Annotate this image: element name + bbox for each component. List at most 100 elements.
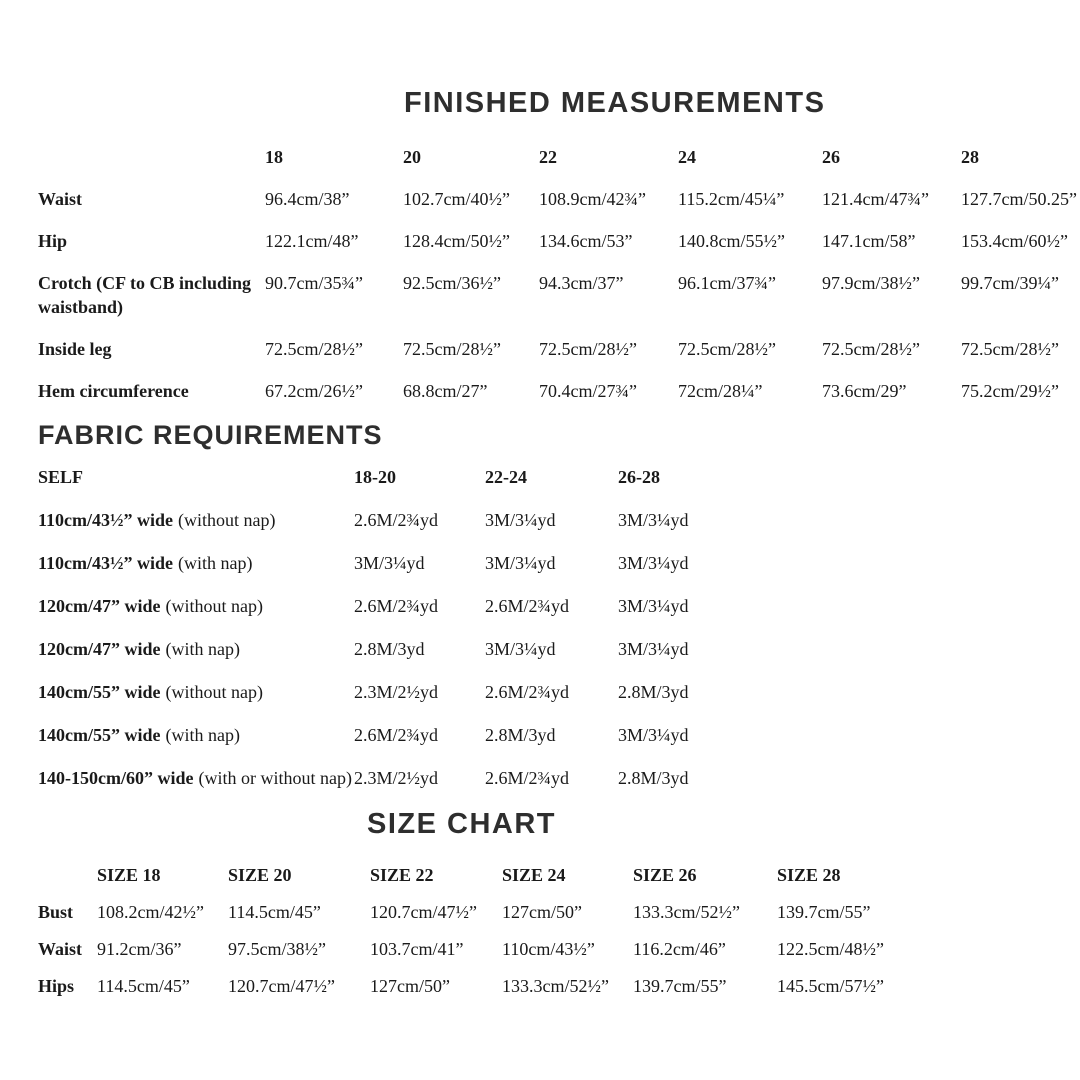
row-label: 120cm/47” wide (with nap) xyxy=(38,637,354,661)
fabric-width-label: 140cm/55” wide xyxy=(38,682,161,702)
nap-note: (with nap) xyxy=(178,553,253,573)
yardage-value: 2.3M/2½yd xyxy=(354,682,439,702)
yardage-value: 3M/3¼yd xyxy=(618,639,689,659)
measurement-value: 108.2cm/42½” xyxy=(97,902,204,922)
nap-note: (with or without nap) xyxy=(198,768,352,788)
table-row: Hips 114.5cm/45” 120.7cm/47½” 127cm/50” 133.… xyxy=(38,974,1070,998)
column-header: SIZE 24 xyxy=(502,865,566,885)
measurement-value: 72.5cm/28½” xyxy=(265,339,363,359)
yardage-value: 3M/3¼yd xyxy=(485,553,556,573)
yardage-value: 3M/3¼yd xyxy=(618,596,689,616)
row-label: Crotch (CF to CB including waistband) xyxy=(38,273,252,317)
measurement-value: 122.5cm/48½” xyxy=(777,939,884,959)
yardage-value: 2.6M/2¾yd xyxy=(354,596,439,616)
table-row: Waist 91.2cm/36” 97.5cm/38½” 103.7cm/41” 110… xyxy=(38,937,1070,961)
finished-measurements-section: FINISHED MEASUREMENTS 18 20 22 24 26 28 Waist 9… xyxy=(38,88,1077,403)
row-label: 110cm/43½” wide (with nap) xyxy=(38,551,354,575)
yardage-value: 2.6M/2¾yd xyxy=(485,596,570,616)
yardage-value: 2.8M/3yd xyxy=(485,725,556,745)
measurement-value: 96.1cm/37¾” xyxy=(678,273,776,293)
measurement-value: 127.7cm/50.25” xyxy=(961,189,1077,209)
fabric-width-label: 120cm/47” wide xyxy=(38,639,161,659)
table-row: 140cm/55” wide (without nap) 2.3M/2½yd 2.6M… xyxy=(38,680,1070,704)
nap-note: (without nap) xyxy=(178,510,276,530)
measurement-value: 96.4cm/38” xyxy=(265,189,350,209)
yardage-value: 2.6M/2¾yd xyxy=(354,510,439,530)
row-label: 140-150cm/60” wide (with or without nap) xyxy=(38,766,354,790)
fabric-requirements-table: SELF 18-20 22-24 26-28 110cm/43½” wide (witho… xyxy=(38,465,1070,790)
yardage-value: 3M/3¼yd xyxy=(618,725,689,745)
nap-note: (with nap) xyxy=(165,639,240,659)
fabric-width-label: 140cm/55” wide xyxy=(38,725,161,745)
yardage-value: 2.3M/2½yd xyxy=(354,768,439,788)
column-header: SIZE 26 xyxy=(633,865,697,885)
column-header: 24 xyxy=(678,147,696,167)
table-row: Inside leg 72.5cm/28½” 72.5cm/28½” 72.5cm/2… xyxy=(38,337,1070,361)
column-header: SIZE 20 xyxy=(228,865,292,885)
measurement-value: 67.2cm/26½” xyxy=(265,381,363,401)
column-header: SIZE 28 xyxy=(777,865,841,885)
measurement-value: 134.6cm/53” xyxy=(539,231,633,251)
yardage-value: 3M/3¼yd xyxy=(618,553,689,573)
nap-note: (without nap) xyxy=(165,682,263,702)
measurement-value: 72.5cm/28½” xyxy=(822,339,920,359)
yardage-value: 3M/3¼yd xyxy=(354,553,425,573)
table-row: Hem circumference 67.2cm/26½” 68.8cm/27” 70… xyxy=(38,379,1070,403)
nap-note: (with nap) xyxy=(165,725,240,745)
fabric-width-label: 110cm/43½” wide xyxy=(38,510,173,530)
measurement-value: 153.4cm/60½” xyxy=(961,231,1068,251)
measurement-value: 127cm/50” xyxy=(370,976,450,996)
table-row: 140-150cm/60” wide (with or without nap) 2… xyxy=(38,766,1070,790)
measurement-value: 68.8cm/27” xyxy=(403,381,488,401)
measurement-value: 114.5cm/45” xyxy=(228,902,321,922)
yardage-value: 2.8M/3yd xyxy=(618,682,689,702)
column-header: SIZE 18 xyxy=(97,865,161,885)
row-label: Hip xyxy=(38,231,68,251)
fabric-width-label: 140-150cm/60” wide xyxy=(38,768,194,788)
measurement-value: 97.5cm/38½” xyxy=(228,939,326,959)
self-label: SELF xyxy=(38,467,84,487)
measurement-value: 116.2cm/46” xyxy=(633,939,726,959)
measurement-value: 121.4cm/47¾” xyxy=(822,189,929,209)
pattern-measurements-page: FINISHED MEASUREMENTS 18 20 22 24 26 28 Waist 9… xyxy=(38,88,1077,998)
measurement-value: 72.5cm/28½” xyxy=(961,339,1059,359)
measurement-value: 103.7cm/41” xyxy=(370,939,464,959)
row-label: Inside leg xyxy=(38,339,112,359)
measurement-value: 110cm/43½” xyxy=(502,939,595,959)
yardage-value: 3M/3¼yd xyxy=(485,510,556,530)
row-label: 120cm/47” wide (without nap) xyxy=(38,594,354,618)
fabric-requirements-title: FABRIC REQUIREMENTS xyxy=(38,420,383,450)
nap-note: (without nap) xyxy=(165,596,263,616)
measurement-value: 122.1cm/48” xyxy=(265,231,359,251)
measurement-value: 128.4cm/50½” xyxy=(403,231,510,251)
table-row: Crotch (CF to CB including waistband) 90.… xyxy=(38,271,1070,319)
table-row: SELF 18-20 22-24 26-28 xyxy=(38,465,1070,489)
column-header: 20 xyxy=(403,147,421,167)
table-row: 18 20 22 24 26 28 xyxy=(38,145,1070,169)
measurement-value: 92.5cm/36½” xyxy=(403,273,501,293)
measurement-value: 133.3cm/52½” xyxy=(633,902,740,922)
fabric-width-label: 110cm/43½” wide xyxy=(38,553,173,573)
table-row: Bust 108.2cm/42½” 114.5cm/45” 120.7cm/47½” 1… xyxy=(38,900,1070,924)
measurement-value: 133.3cm/52½” xyxy=(502,976,609,996)
fabric-width-label: 120cm/47” wide xyxy=(38,596,161,616)
yardage-value: 2.8M/3yd xyxy=(354,639,425,659)
measurement-value: 97.9cm/38½” xyxy=(822,273,920,293)
table-row: 140cm/55” wide (with nap) 2.6M/2¾yd 2.8M/3y… xyxy=(38,723,1070,747)
row-label: Bust xyxy=(38,902,74,922)
measurement-value: 91.2cm/36” xyxy=(97,939,182,959)
measurement-value: 72.5cm/28½” xyxy=(539,339,637,359)
row-label: Hips xyxy=(38,976,75,996)
column-header: 26-28 xyxy=(618,467,660,487)
measurement-value: 140.8cm/55½” xyxy=(678,231,785,251)
table-row: 110cm/43½” wide (without nap) 2.6M/2¾yd 3M/… xyxy=(38,508,1070,532)
fabric-requirements-section: FABRIC REQUIREMENTS SELF 18-20 22-24 26-28 1… xyxy=(38,421,1070,790)
column-header: 22 xyxy=(539,147,557,167)
measurement-value: 139.7cm/55” xyxy=(777,902,871,922)
size-chart-section: SIZE CHART SIZE 18 SIZE 20 SIZE 22 SIZE 24 S… xyxy=(38,809,1070,998)
measurement-value: 139.7cm/55” xyxy=(633,976,727,996)
column-header: 28 xyxy=(961,147,979,167)
measurement-value: 94.3cm/37” xyxy=(539,273,624,293)
size-chart-title: SIZE CHART xyxy=(367,808,556,840)
row-label: Waist xyxy=(38,189,83,209)
